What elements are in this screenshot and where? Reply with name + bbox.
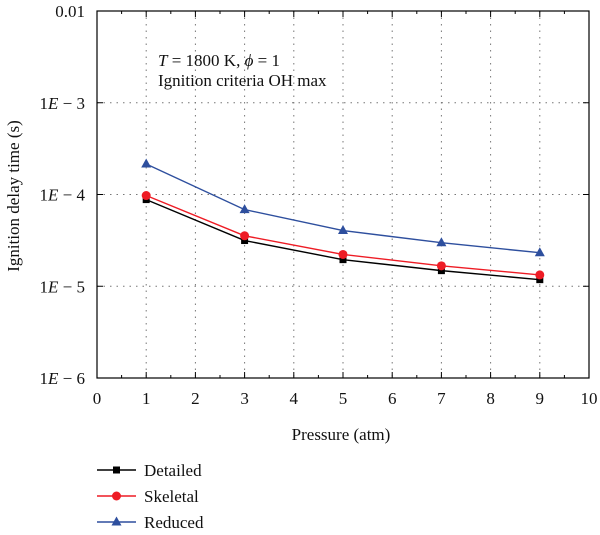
x-tick-label: 9 — [536, 389, 545, 408]
legend-label-reduced: Reduced — [144, 513, 204, 532]
y-tick-label: 1E − 6 — [40, 369, 85, 388]
x-tick-label: 1 — [142, 389, 151, 408]
x-tick-label: 8 — [486, 389, 495, 408]
data-point-skeletal — [240, 231, 250, 241]
x-tick-label: 6 — [388, 389, 397, 408]
data-point-skeletal — [535, 270, 545, 280]
data-point-detailed — [536, 276, 544, 284]
y-tick-label: 1E − 3 — [40, 94, 85, 113]
annotation-line-1: T = 1800 K, ϕ = 1 — [158, 51, 280, 70]
legend-label-skeletal: Skeletal — [144, 487, 199, 506]
legend-marker-detailed — [113, 466, 120, 474]
x-tick-label: 5 — [339, 389, 348, 408]
data-point-reduced — [338, 225, 348, 235]
data-point-reduced — [239, 204, 250, 214]
data-point-detailed — [241, 237, 249, 245]
series-skeletal — [141, 191, 545, 280]
y-tick-label: 0.01 — [55, 2, 85, 21]
y-axis-label: Ignition delay time (s) — [4, 120, 23, 272]
legend-marker-skeletal — [112, 491, 121, 501]
series-reduced — [141, 158, 545, 257]
x-tick-label: 10 — [581, 389, 598, 408]
x-tick-label: 0 — [93, 389, 102, 408]
y-tick-label: 1E − 5 — [40, 277, 85, 296]
x-tick-label: 7 — [437, 389, 446, 408]
data-point-skeletal — [141, 191, 151, 201]
legend-marker-reduced — [111, 516, 122, 526]
x-tick-label: 3 — [240, 389, 249, 408]
series-layer — [141, 158, 545, 284]
grid-lines — [97, 11, 589, 378]
data-point-detailed — [437, 267, 445, 275]
data-point-reduced — [141, 158, 152, 168]
annotation-line-2: Ignition criteria OH max — [158, 71, 327, 90]
y-tick-label: 1E − 4 — [40, 186, 86, 205]
x-tick-label: 4 — [290, 389, 299, 408]
data-point-reduced — [436, 237, 447, 247]
x-tick-label: 2 — [191, 389, 200, 408]
x-axis-label: Pressure (atm) — [292, 425, 391, 444]
data-point-skeletal — [338, 249, 348, 259]
data-point-skeletal — [436, 261, 446, 271]
axis-ticks: 0 1 2 3 4 5 6 7 8 9 10 1E − 6 1E − 5 1E − 4 1E − 3 0.01 — [40, 2, 598, 408]
data-point-reduced — [534, 247, 545, 257]
legend-label-detailed: Detailed — [144, 461, 202, 480]
legend: Detailed Skeletal Reduced — [97, 461, 204, 532]
data-point-detailed — [339, 256, 347, 264]
